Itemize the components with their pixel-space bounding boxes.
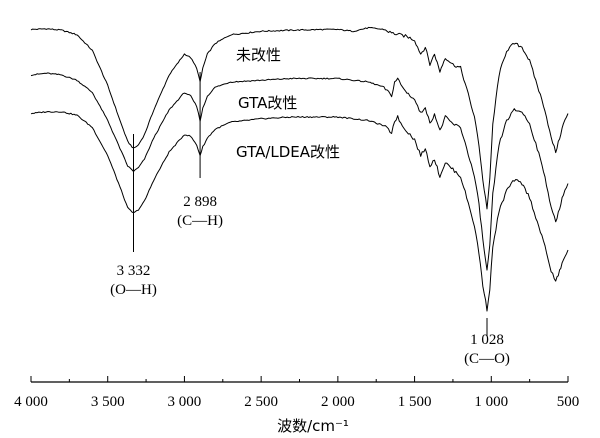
peak-bond: (C—O) [464, 351, 510, 367]
series-line-1 [30, 26, 569, 210]
series-label: 未改性 [236, 46, 281, 64]
x-axis: 4 000 3 500 3 000 2 500 2 000 1 500 1 000 500 [14, 376, 579, 410]
x-tick-label: 500 [557, 394, 580, 410]
x-tick-label: 3 500 [91, 394, 125, 410]
x-tick-label: 1 000 [474, 394, 508, 410]
x-tick-label: 2 000 [321, 394, 355, 410]
series-label: GTA改性 [238, 94, 297, 112]
peak-wavenumber: 3 332 [117, 263, 151, 279]
x-tick-label: 4 000 [14, 394, 48, 410]
x-axis-label: 波数/cm⁻¹ [277, 417, 349, 435]
series-line-2 [30, 72, 569, 271]
peak-bond: (C—H) [177, 213, 223, 229]
spectra: 未改性 GTA改性 GTA/LDEA改性 [30, 26, 569, 312]
x-tick-label: 2 500 [244, 394, 278, 410]
peak-annotations: 3 332 (O—H) 2 898 (C—H) 1 028 (C—O) [110, 72, 510, 367]
series-line-3 [30, 111, 569, 312]
peak-wavenumber: 1 028 [470, 332, 504, 348]
series-label: GTA/LDEA改性 [236, 143, 340, 161]
x-tick-label: 1 500 [398, 394, 432, 410]
peak-bond: (O—H) [110, 282, 157, 298]
peak-wavenumber: 2 898 [183, 194, 217, 210]
x-tick-label: 3 000 [168, 394, 202, 410]
